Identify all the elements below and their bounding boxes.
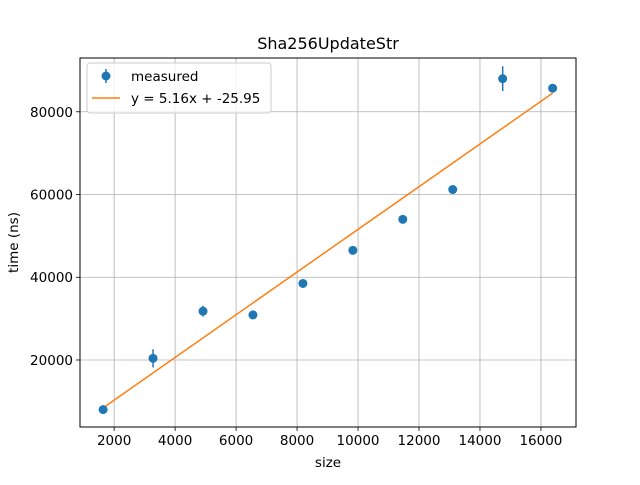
data-point bbox=[498, 74, 508, 84]
data-point bbox=[348, 245, 358, 255]
legend-marker-measured bbox=[101, 69, 111, 83]
x-tick-label: 16000 bbox=[519, 433, 562, 449]
x-tick-label: 10000 bbox=[337, 433, 380, 449]
x-axis-label: size bbox=[315, 455, 341, 471]
x-tick-label: 4000 bbox=[158, 433, 192, 449]
x-tick-label: 8000 bbox=[280, 433, 314, 449]
data-point bbox=[148, 353, 158, 363]
legend-label-fit-line: y = 5.16x + -25.95 bbox=[131, 91, 260, 107]
legend-point bbox=[101, 71, 111, 81]
data-point bbox=[98, 405, 108, 415]
y-tick-label: 20000 bbox=[30, 353, 73, 369]
data-point bbox=[398, 214, 408, 224]
x-tick-label: 6000 bbox=[219, 433, 253, 449]
x-tick-label: 12000 bbox=[398, 433, 441, 449]
y-tick-label: 60000 bbox=[30, 188, 73, 204]
data-point bbox=[448, 185, 458, 195]
data-point bbox=[198, 306, 208, 316]
legend-label-measured: measured bbox=[131, 69, 198, 85]
data-point bbox=[298, 278, 308, 288]
y-tick-label: 40000 bbox=[30, 270, 73, 286]
data-point bbox=[548, 83, 558, 93]
grid bbox=[80, 58, 576, 427]
fit-line bbox=[102, 92, 554, 409]
legend: measured y = 5.16x + -25.95 bbox=[86, 62, 272, 114]
legend-box bbox=[86, 62, 272, 114]
chart-title: Sha256UpdateStr bbox=[257, 34, 399, 53]
y-tick-label: 80000 bbox=[30, 105, 73, 121]
axis-ticks: 2000 4000 6000 8000 10000 12000 14000 16000 2000… bbox=[30, 105, 562, 449]
x-tick-label: 14000 bbox=[458, 433, 501, 449]
x-tick-label: 2000 bbox=[97, 433, 131, 449]
data-point bbox=[248, 310, 258, 320]
axes-frame bbox=[79, 57, 577, 428]
plot-series bbox=[98, 66, 558, 415]
y-axis-label: time (ns) bbox=[6, 212, 22, 273]
